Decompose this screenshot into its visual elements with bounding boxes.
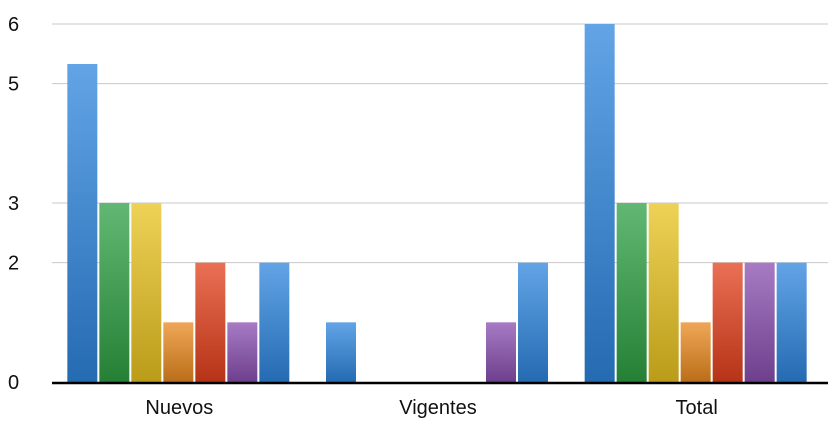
bar-total-0 [584, 24, 615, 382]
x-axis-ticks: Nuevos Vigentes Total [145, 397, 718, 419]
bar-nuevos-0 [67, 63, 98, 383]
bar-nuevos-2 [131, 203, 162, 382]
bar-nuevos-4 [195, 262, 226, 382]
bars [67, 24, 807, 383]
bar-nuevos-6 [259, 262, 290, 382]
x-tick-label: Total [676, 397, 718, 418]
bar-vigentes-0 [326, 322, 356, 382]
bar-nuevos-1 [99, 203, 130, 382]
x-tick-label: Nuevos [145, 397, 213, 418]
y-tick-label: 0 [8, 372, 19, 394]
bar-total-6 [776, 262, 807, 382]
bar-vigentes-5 [486, 322, 516, 382]
bar-total-1 [616, 203, 647, 382]
bar-total-3 [680, 322, 711, 382]
x-tick-label: Vigentes [399, 397, 476, 418]
y-tick-label: 6 [8, 14, 19, 36]
y-tick-label: 2 [8, 253, 19, 275]
bar-nuevos-5 [227, 322, 258, 382]
bar-total-2 [648, 203, 679, 382]
grid-lines [52, 23, 828, 264]
bar-nuevos-3 [163, 322, 194, 382]
bar-total-5 [744, 262, 775, 382]
bar-total-4 [712, 262, 743, 382]
y-tick-label: 5 [8, 74, 19, 96]
bar-vigentes-6 [518, 262, 548, 382]
y-axis-ticks: 0 2 3 5 6 [8, 14, 19, 394]
y-tick-label: 3 [8, 193, 19, 215]
